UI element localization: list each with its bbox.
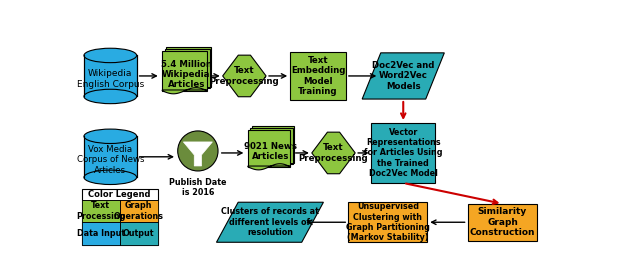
FancyBboxPatch shape <box>348 202 427 242</box>
Text: Color Legend: Color Legend <box>88 190 151 199</box>
FancyBboxPatch shape <box>119 200 157 222</box>
FancyBboxPatch shape <box>290 52 346 100</box>
Polygon shape <box>216 202 323 242</box>
Text: Text
Preprocessing: Text Preprocessing <box>299 143 368 163</box>
FancyBboxPatch shape <box>81 189 157 245</box>
Text: Text
Preprocessing: Text Preprocessing <box>210 66 279 86</box>
FancyBboxPatch shape <box>81 222 119 245</box>
Polygon shape <box>84 136 137 177</box>
Polygon shape <box>84 55 137 97</box>
FancyBboxPatch shape <box>250 127 293 164</box>
FancyBboxPatch shape <box>165 49 210 88</box>
Polygon shape <box>250 162 293 167</box>
Circle shape <box>178 131 218 171</box>
Ellipse shape <box>84 170 137 185</box>
Text: Text
Processing: Text Processing <box>76 201 125 221</box>
FancyBboxPatch shape <box>252 126 294 163</box>
FancyBboxPatch shape <box>81 200 119 222</box>
FancyBboxPatch shape <box>248 130 290 167</box>
Text: Text
Embedding
Model
Training: Text Embedding Model Training <box>291 56 345 96</box>
Polygon shape <box>162 88 207 94</box>
Polygon shape <box>166 84 211 90</box>
Polygon shape <box>223 55 266 97</box>
FancyBboxPatch shape <box>371 123 435 183</box>
Text: Publish Date
is 2016: Publish Date is 2016 <box>169 178 226 197</box>
Text: Data Input: Data Input <box>77 229 124 238</box>
Text: Vox Media
Corpus of News
Articles: Vox Media Corpus of News Articles <box>77 145 144 175</box>
FancyBboxPatch shape <box>162 51 207 91</box>
Polygon shape <box>248 164 290 170</box>
FancyBboxPatch shape <box>119 222 157 245</box>
Text: Vector
Representations
for Articles Using
the Trained
Doc2Vec Model: Vector Representations for Articles Usin… <box>364 128 442 178</box>
FancyBboxPatch shape <box>468 204 537 241</box>
Text: 5.4 Million
Wikipedia
Articles: 5.4 Million Wikipedia Articles <box>160 60 211 89</box>
Polygon shape <box>362 53 444 99</box>
Polygon shape <box>252 160 294 166</box>
Polygon shape <box>312 132 355 174</box>
Polygon shape <box>165 85 210 92</box>
Text: Similarity
Graph
Construction: Similarity Graph Construction <box>470 207 535 237</box>
FancyBboxPatch shape <box>166 47 211 87</box>
Ellipse shape <box>84 89 137 104</box>
Text: Wikipedia
English Corpus: Wikipedia English Corpus <box>77 69 144 89</box>
Ellipse shape <box>84 48 137 63</box>
Text: Unsupervised
Clustering with
Graph Partitioning
(Markov Stability): Unsupervised Clustering with Graph Parti… <box>346 202 430 242</box>
Text: Doc2Vec and
Word2Vec
Models: Doc2Vec and Word2Vec Models <box>372 61 434 91</box>
Text: Clusters of records at
different levels of
resolution: Clusters of records at different levels … <box>221 207 319 237</box>
Text: Graph
Operations: Graph Operations <box>114 201 164 221</box>
Ellipse shape <box>84 129 137 143</box>
Text: Output: Output <box>123 229 154 238</box>
Text: 9021 News
Articles: 9021 News Articles <box>244 142 297 161</box>
Polygon shape <box>183 142 212 166</box>
